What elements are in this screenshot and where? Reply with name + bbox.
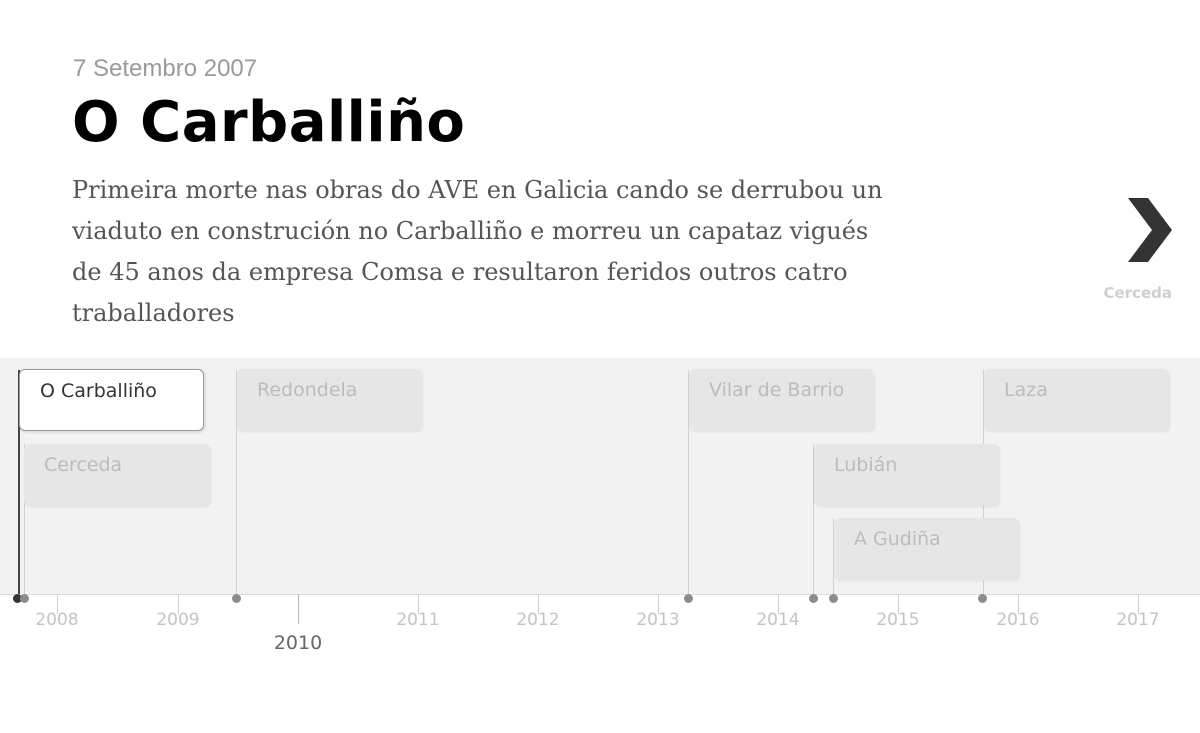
axis-year-label: 2013 — [636, 610, 680, 630]
axis-year-label: 2012 — [516, 610, 560, 630]
axis-year-label: 2011 — [396, 610, 440, 630]
timeline-dot-vilar-de-barrio[interactable] — [684, 594, 693, 603]
axis-tick — [418, 594, 419, 614]
marker-line-cerceda — [24, 444, 25, 594]
axis-year-label: 2009 — [156, 610, 200, 630]
timeline-event-a-gudina[interactable]: A Gudiña — [834, 518, 1019, 580]
marker-line-o-carballino — [18, 370, 20, 594]
timeline-dot-o-carballino[interactable] — [13, 594, 22, 603]
axis-year-label: 2014 — [756, 610, 800, 630]
axis-year-label: 2015 — [876, 610, 920, 630]
timeline-event-o-carballino[interactable]: O Carballiño — [19, 369, 204, 431]
timeline-dot-redondela[interactable] — [232, 594, 241, 603]
next-slide-button[interactable]: Cerceda — [1086, 196, 1186, 306]
slide-date: 7 Setembro 2007 — [73, 55, 258, 82]
timeline-axis-line — [0, 594, 1200, 595]
axis-tick — [538, 594, 539, 614]
axis-year-label-major: 2010 — [273, 632, 323, 654]
axis-tick — [1018, 594, 1019, 614]
axis-year-label: 2008 — [35, 610, 79, 630]
slide-content: 7 Setembro 2007 O Carballiño Primeira mo… — [0, 0, 1200, 350]
timeline-dot-laza[interactable] — [978, 594, 987, 603]
timeline-dot-cerceda[interactable] — [20, 594, 29, 603]
timeline-event-cerceda[interactable]: Cerceda — [24, 444, 210, 506]
marker-line-redondela — [236, 370, 237, 594]
axis-tick-major — [298, 594, 299, 624]
timeline-event-redondela[interactable]: Redondela — [237, 369, 422, 431]
slide-title: O Carballiño — [72, 90, 466, 155]
axis-year-label: 2016 — [996, 610, 1040, 630]
timeline-event-laza[interactable]: Laza — [984, 369, 1169, 431]
chevron-right-icon — [1128, 198, 1172, 262]
timeline-dot-a-gudina[interactable] — [829, 594, 838, 603]
axis-tick — [57, 594, 58, 614]
axis-tick — [898, 594, 899, 614]
slide-description: Primeira morte nas obras do AVE en Galic… — [72, 176, 883, 327]
timeline-navigator[interactable]: Cerceda O Carballiño Redondela Vilar de … — [0, 358, 1200, 594]
timeline-event-lubian[interactable]: Lubián — [814, 444, 999, 506]
marker-line-a-gudina — [833, 518, 834, 594]
next-slide-label: Cerceda — [1103, 284, 1172, 302]
axis-tick — [778, 594, 779, 614]
timeline-dot-lubian[interactable] — [809, 594, 818, 603]
axis-tick — [1138, 594, 1139, 614]
axis-year-label: 2017 — [1116, 610, 1160, 630]
axis-tick — [658, 594, 659, 614]
marker-line-lubian — [813, 444, 814, 594]
timeline-event-vilar-de-barrio[interactable]: Vilar de Barrio — [689, 369, 874, 431]
axis-tick — [178, 594, 179, 614]
marker-line-vilar-de-barrio — [688, 370, 689, 594]
